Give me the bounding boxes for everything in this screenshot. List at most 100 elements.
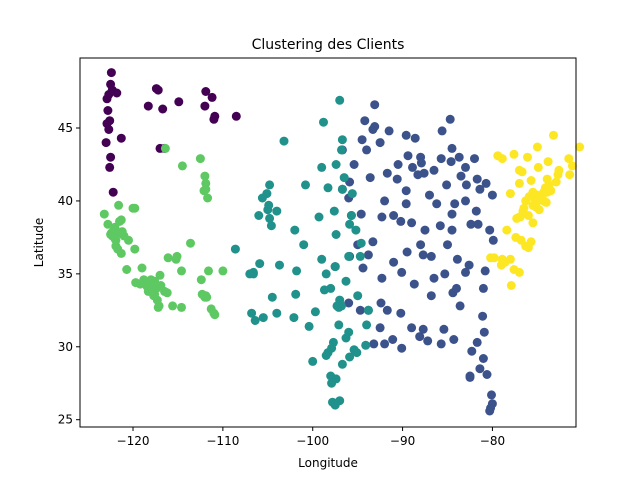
data-point-cluster-4-55 [532,190,542,200]
data-point-cluster-1-68 [487,390,496,400]
data-point-cluster-2-73 [339,173,349,183]
data-point-cluster-1-117 [349,160,359,169]
data-point-cluster-3-74 [218,266,228,276]
data-point-cluster-4-58 [509,265,519,274]
data-point-cluster-1-48 [437,126,447,136]
x-tick-label: −100 [296,434,329,448]
chart-title: Clustering des Clients [252,37,405,53]
data-point-cluster-1-45 [446,157,456,167]
x-tick-label: −110 [206,434,239,448]
data-point-cluster-2-76 [299,240,309,250]
data-point-cluster-1-61 [452,254,462,264]
data-point-cluster-4-35 [575,142,585,152]
axes-frame [79,57,577,428]
data-point-cluster-4-36 [554,165,564,175]
data-point-cluster-1-75 [465,371,475,381]
data-point-cluster-2-38 [331,160,341,169]
data-point-cluster-1-51 [442,180,452,190]
data-point-cluster-2-31 [331,230,341,239]
data-point-cluster-1-55 [466,219,476,229]
data-point-cluster-3-64 [146,275,156,285]
data-point-cluster-2-12 [292,266,302,276]
data-point-cluster-1-76 [479,327,489,337]
data-point-cluster-2-56 [258,313,268,323]
data-point-cluster-2-75 [317,162,327,172]
data-point-cluster-4-54 [523,211,533,220]
data-point-cluster-1-60 [464,260,474,270]
data-point-cluster-2-70 [347,189,357,199]
data-point-cluster-3-60 [177,161,187,171]
data-point-cluster-2-22 [328,397,337,407]
data-point-cluster-1-81 [355,305,365,315]
data-point-cluster-1-1 [370,122,380,131]
data-point-cluster-1-40 [450,199,460,209]
x-tick-label: −120 [117,434,150,448]
data-point-cluster-2-44 [314,212,324,222]
data-point-cluster-1-70 [485,406,495,416]
data-point-cluster-1-98 [475,184,485,194]
data-point-cluster-1-49 [445,114,455,124]
data-point-cluster-3-35 [122,265,132,274]
data-point-cluster-3-49 [197,289,207,299]
data-point-cluster-1-25 [397,267,407,277]
data-point-cluster-4-24 [486,253,496,263]
data-point-cluster-1-89 [392,174,402,184]
data-point-cluster-4-56 [541,197,551,207]
data-point-cluster-4-62 [531,202,541,212]
data-point-cluster-1-53 [435,221,445,231]
data-point-cluster-1-14 [389,211,399,220]
data-point-cluster-4-25 [509,149,519,159]
data-point-cluster-4-43 [528,218,538,228]
data-point-cluster-0-25 [207,92,217,102]
data-point-cluster-3-71 [163,253,173,263]
data-point-cluster-0-21 [174,97,184,107]
data-point-cluster-2-71 [345,219,355,229]
y-axis-label: Latitude [32,218,46,267]
data-point-cluster-1-88 [382,168,392,178]
data-point-cluster-1-43 [456,171,466,181]
data-point-cluster-4-29 [549,130,558,140]
data-point-cluster-3-59 [160,143,170,153]
data-point-cluster-1-82 [344,298,354,308]
data-point-cluster-1-30 [455,301,465,311]
data-point-cluster-1-6 [403,151,413,161]
data-point-cluster-2-34 [346,211,356,220]
x-axis-ticks: −120 −110 −100 −90 −80 [117,427,505,448]
data-point-cluster-3-16 [137,263,147,273]
data-point-cluster-1-106 [363,250,373,260]
data-point-cluster-1-26 [409,279,419,289]
data-point-cluster-4-49 [502,225,512,235]
data-point-cluster-1-108 [376,298,386,308]
data-point-cluster-0-5 [103,106,113,115]
data-point-cluster-2-11 [255,259,265,269]
data-point-cluster-2-41 [319,117,328,127]
data-point-cluster-2-77 [257,193,267,203]
y-tick-label: 30 [58,340,73,354]
data-point-cluster-3-15 [130,244,140,254]
data-point-cluster-3-44 [171,254,181,264]
x-tick-label: −80 [480,434,505,448]
data-point-cluster-0-23 [200,101,210,111]
data-point-cluster-2-39 [337,145,346,155]
data-point-cluster-0-10 [106,152,116,162]
data-point-cluster-1-13 [396,216,406,226]
data-point-cluster-0-8 [104,125,114,134]
data-point-cluster-1-79 [382,305,392,315]
data-point-cluster-1-3 [360,116,370,126]
data-point-cluster-4-38 [514,178,524,188]
data-point-cluster-3-56 [203,193,213,203]
data-point-cluster-1-50 [432,199,442,209]
data-point-cluster-1-54 [447,225,457,235]
data-point-cluster-2-27 [352,348,362,358]
data-point-cluster-1-62 [440,269,450,279]
data-point-cluster-1-11 [401,186,411,196]
data-point-cluster-2-33 [344,251,354,261]
data-point-cluster-1-85 [407,218,417,228]
data-point-cluster-1-19 [377,212,387,222]
data-point-cluster-2-10 [267,292,277,302]
data-point-cluster-1-110 [471,206,481,216]
data-point-cluster-2-68 [341,276,351,286]
data-point-cluster-4-48 [516,235,526,245]
data-point-cluster-3-70 [143,286,153,296]
